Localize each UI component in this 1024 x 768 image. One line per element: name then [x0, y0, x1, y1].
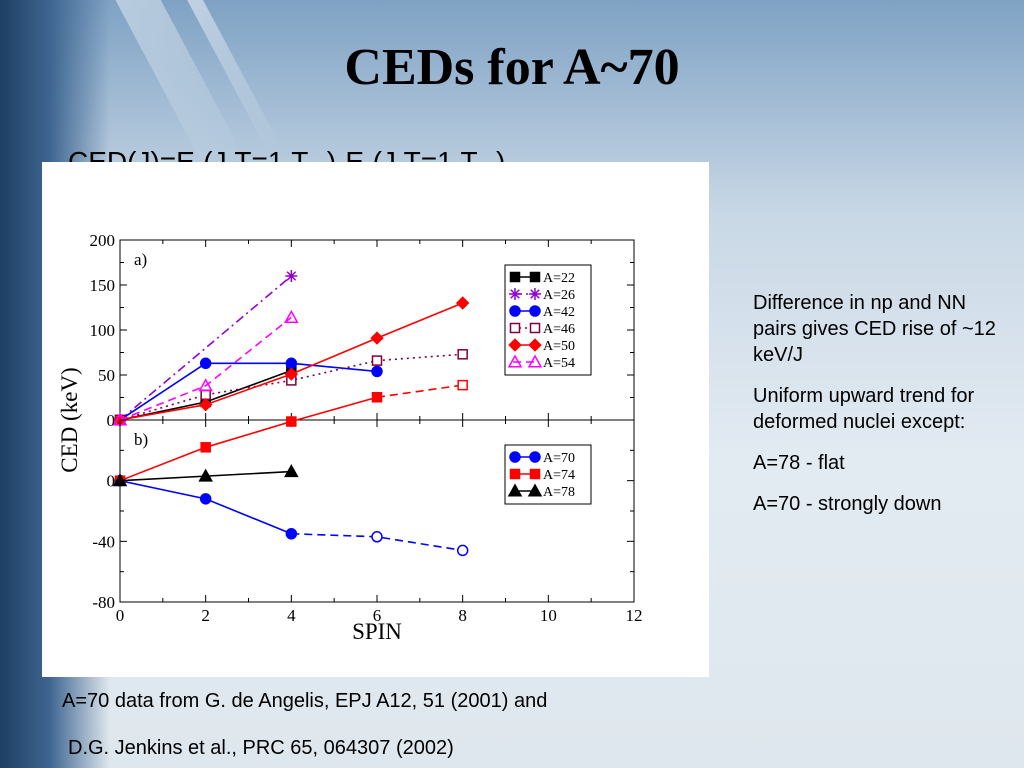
legend-marker — [509, 288, 521, 300]
x-tick-label: 0 — [116, 606, 125, 625]
y-axis-label: CED (keV) — [57, 367, 82, 472]
note-text: Difference in np and NN pairs gives CED … — [753, 292, 996, 366]
data-point — [285, 270, 298, 282]
data-point — [370, 331, 384, 345]
y-tick-label: -40 — [92, 532, 115, 551]
legend-marker — [508, 338, 522, 352]
legend-marker — [507, 483, 523, 497]
legend-marker — [509, 305, 521, 317]
legend-box — [504, 264, 592, 376]
y-tick-label: -80 — [92, 593, 115, 612]
legend-label: A=46 — [543, 322, 575, 337]
x-tick-label: 2 — [201, 606, 210, 625]
series-line — [119, 362, 378, 421]
series-line — [119, 316, 292, 421]
x-tick-label: 6 — [373, 606, 382, 625]
legend-marker — [529, 468, 541, 480]
data-point — [199, 357, 212, 370]
data-credit: A=70 data from G. de Angelis, EPJ A12, 5… — [62, 690, 548, 712]
data-point — [371, 365, 383, 378]
legend-marker — [529, 451, 541, 463]
chart-panel: 0 50 100 150 200 a) A=22 A=26 A=42 A=46 A=50 A=54 -8… — [42, 162, 709, 677]
y-tick-label: 200 — [90, 231, 116, 250]
ced-chart: 050100150200a)A=22A=26A=42A=46A=50A=54-8… — [57, 231, 643, 644]
y-tick-label: 150 — [90, 276, 116, 295]
data-point — [455, 296, 470, 310]
data-point — [285, 357, 298, 370]
legend-marker — [509, 322, 521, 334]
data-point — [112, 473, 128, 487]
legend-marker — [509, 451, 521, 463]
data-point — [285, 528, 298, 540]
y-tick-label: 50 — [98, 366, 115, 385]
data-point — [284, 367, 299, 381]
series-line — [119, 479, 292, 535]
panel-label: a) — [134, 250, 147, 269]
legend-marker — [507, 354, 523, 368]
legend-marker — [528, 338, 542, 352]
legend-marker — [529, 305, 541, 317]
panel-label: b) — [134, 430, 148, 449]
notes-panel: Difference in np and NN pairs gives CED … — [753, 290, 1013, 532]
data-point — [456, 544, 469, 557]
data-point — [286, 416, 297, 427]
data-point — [198, 468, 213, 482]
data-point — [200, 442, 211, 453]
y-tick-label: 100 — [90, 321, 116, 340]
data-point — [199, 493, 212, 505]
legend-marker — [529, 322, 541, 334]
data-point — [200, 389, 211, 401]
legend-label: A=22 — [543, 271, 575, 286]
data-point — [371, 392, 383, 403]
legend-marker — [527, 483, 543, 497]
note-text: Uniform upward trend for deformed nuclei… — [753, 385, 975, 433]
legend-label: A=26 — [543, 288, 575, 303]
legend-label: A=50 — [543, 339, 575, 354]
data-point — [371, 531, 383, 543]
x-tick-label: 4 — [287, 606, 296, 625]
legend-marker — [509, 271, 521, 283]
legend-label: A=70 — [543, 451, 575, 466]
data-point — [457, 379, 468, 391]
series-extension-line — [376, 384, 463, 399]
formula-part: ) — [496, 146, 505, 177]
legend-marker — [529, 288, 541, 300]
note-text: A=78 - flat — [753, 452, 845, 474]
legend-label: A=78 — [543, 485, 575, 500]
legend-marker — [509, 468, 521, 480]
data-credit: D.G. Jenkins et al., PRC 65, 064307 (200… — [68, 737, 454, 759]
note-text: A=70 - strongly down — [753, 493, 942, 515]
legend-marker — [529, 271, 541, 283]
data-point — [284, 464, 299, 478]
legend-label: A=42 — [543, 305, 575, 320]
legend-label: A=54 — [543, 356, 575, 371]
x-tick-label: 10 — [540, 606, 557, 625]
series-line — [119, 396, 378, 482]
legend-marker — [527, 354, 543, 368]
legend-label: A=74 — [543, 468, 575, 483]
y-tick-label: 0 — [107, 472, 116, 491]
data-point — [371, 355, 383, 366]
x-tick-label: 8 — [458, 606, 467, 625]
data-point — [457, 349, 468, 360]
data-point — [198, 378, 213, 392]
slide-title: CEDs for A~70 — [344, 39, 680, 96]
x-tick-label: 12 — [626, 606, 643, 625]
data-point — [284, 309, 299, 323]
y-tick-label: 0 — [107, 411, 116, 430]
x-axis-label: SPIN — [352, 619, 402, 644]
data-point — [198, 397, 213, 412]
